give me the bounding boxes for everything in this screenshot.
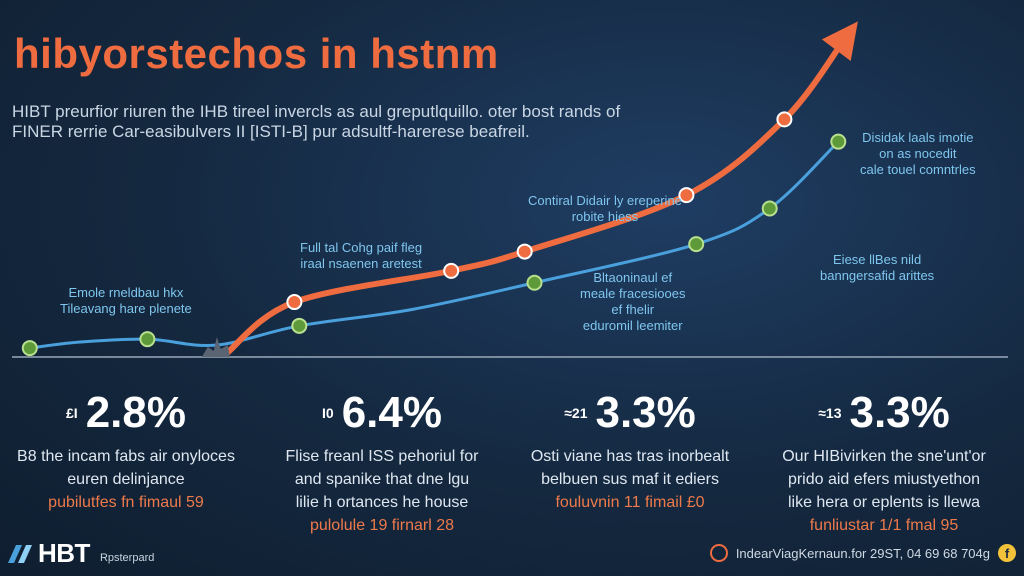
subtitle-line: HIBT preurfior riuren the IHB tireel inv…: [12, 102, 621, 121]
annotation-line: eduromil leemiter: [582, 318, 683, 333]
annotation-line: Disidak laals imotie: [862, 130, 974, 145]
stat-value: 3.3%: [849, 388, 950, 437]
stat-card-2: I0 6.4% Flise freanl ISS pehoriul for an…: [262, 385, 502, 537]
data-point-trend: [291, 317, 308, 334]
stat-card-4: ≈13 3.3% Our HIBivirken the sne'unt'or p…: [764, 385, 1004, 537]
data-point-growth: [678, 187, 695, 204]
annotation-line: robite hiess: [571, 209, 639, 224]
eye-icon: [709, 544, 728, 562]
annotation-line: on as nocedit: [879, 146, 957, 161]
chart-annotation-4: Bltaoninaul ef meale fracesiooes ef fhel…: [580, 270, 686, 334]
annotation-line: meale fracesiooes: [580, 286, 686, 301]
stat-source: pubilutfes fn fimaul 59: [48, 494, 204, 511]
data-point-growth: [443, 262, 460, 279]
stat-text: Flise freanl ISS pehoriul for: [285, 448, 479, 465]
logo-text: HBT: [38, 538, 90, 568]
annotation-line: Full tal Cohg paif fleg: [300, 240, 423, 255]
stat-source: funliustar 1/1 fmal 95: [809, 517, 959, 534]
data-point-trend: [830, 133, 847, 150]
page-title: hibyorstechos in hstnm: [14, 30, 499, 77]
annotation-line: iraal nsaenen aretest: [300, 256, 422, 271]
stat-source: pulolule 19 firnarl 28: [309, 517, 455, 534]
stat-text: lilie h ortances he house: [295, 494, 469, 511]
chart-annotation-2: Full tal Cohg paif fleg iraal nsaenen ar…: [300, 240, 422, 272]
origin-shape-icon: [201, 337, 230, 357]
stat-text: belbuen sus maf it ediers: [541, 471, 719, 488]
data-point-trend: [688, 236, 705, 253]
stat-text: B8 the incam fabs air onyloces: [17, 448, 235, 465]
annotation-line: Emole rneldbau hkx: [68, 285, 184, 300]
stat-text: Our HIBivirken the sne'unt'or: [782, 448, 986, 465]
footer-logo: HBT Rpsterpard: [6, 538, 154, 569]
chart-annotation-6: Eiese llBes nild banngersafid arittes: [820, 252, 934, 284]
annotation-line: Eiese llBes nild: [833, 252, 922, 267]
chart-annotation-3: Contiral Didair ly ereperine robite hies…: [528, 193, 682, 225]
facebook-icon[interactable]: f: [998, 544, 1016, 562]
data-point-growth: [776, 111, 793, 128]
stat-source: fouluvnin 11 fimail £0: [555, 494, 705, 511]
stat-icon: I0: [322, 405, 334, 421]
footer-text: IndearViagKernaun.for 29ST, 04 69 68 704…: [735, 545, 990, 561]
annotation-line: cale touel comntrles: [860, 162, 976, 177]
annotation-line: Bltaoninaul ef: [593, 270, 673, 285]
stat-value: 3.3%: [595, 388, 696, 437]
page-subtitle: HIBT preurfior riuren the IHB tireel inv…: [12, 102, 712, 142]
footer-info: IndearViagKernaun.for 29ST, 04 69 68 704…: [709, 544, 1016, 562]
data-point-growth: [286, 294, 303, 311]
subtitle-line: FINER rerrie Car-easibulvers II [ISTI-B]…: [12, 122, 530, 141]
annotation-line: Tileavang hare plenete: [60, 301, 192, 316]
data-point-trend: [139, 331, 156, 348]
stat-text: euren delinjance: [67, 471, 185, 488]
data-point-trend: [761, 200, 778, 217]
logo-icon: [8, 544, 32, 563]
stat-icon: ≈13: [818, 405, 842, 421]
stat-icon: £I: [66, 405, 78, 421]
annotation-line: ef fhelir: [611, 302, 655, 317]
stat-card-1: £I 2.8% B8 the incam fabs air onyloces e…: [6, 385, 246, 514]
stat-icon: ≈21: [564, 405, 588, 421]
arrow-head-icon: [821, 21, 858, 61]
stat-text: Osti viane has tras inorbealt: [530, 448, 730, 465]
annotation-line: Contiral Didair ly ereperine: [528, 193, 682, 208]
series-line-trend: [29, 140, 840, 350]
stat-text: and spanike that dne lgu: [294, 471, 470, 488]
stat-card-3: ≈21 3.3% Osti viane has tras inorbealt b…: [510, 385, 750, 514]
data-point-growth: [516, 243, 533, 260]
annotation-line: banngersafid arittes: [820, 268, 935, 283]
stat-text: like hera or eplents is llewa: [787, 494, 981, 511]
stat-value: 2.8%: [85, 388, 186, 437]
logo-subtext: Rpsterpard: [99, 551, 155, 564]
data-point-trend: [526, 274, 543, 291]
stat-value: 6.4%: [341, 388, 442, 437]
chart-annotation-1: Emole rneldbau hkx Tileavang hare plenet…: [60, 285, 192, 317]
data-point-trend: [21, 340, 38, 357]
chart-annotation-5: Disidak laals imotie on as nocedit cale …: [860, 130, 976, 178]
stat-text: prido aid efers miustyethon: [787, 471, 981, 488]
